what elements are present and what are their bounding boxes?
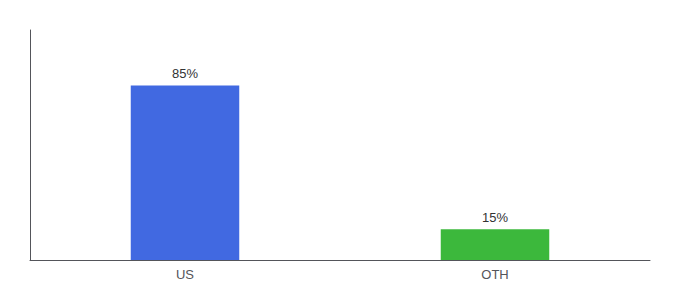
svg-text:85%: 85% bbox=[172, 66, 198, 81]
svg-text:OTH: OTH bbox=[481, 267, 508, 282]
svg-text:15%: 15% bbox=[482, 210, 508, 225]
svg-text:US: US bbox=[176, 267, 194, 282]
